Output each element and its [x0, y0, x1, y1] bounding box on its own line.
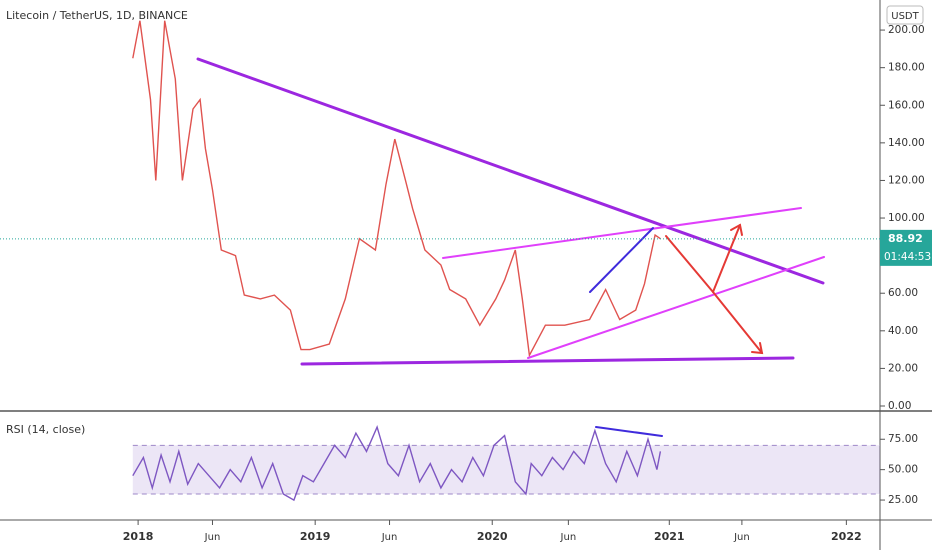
y-tick-label: 100.00: [888, 212, 925, 224]
price-pane: [132, 20, 661, 358]
series-line: [132, 425, 662, 502]
x-tick-label: 2020: [477, 530, 508, 543]
y-tick-label: 140.00: [888, 137, 925, 149]
x-tick-label: 2018: [123, 530, 154, 543]
y-tick-label: 120.00: [888, 174, 925, 186]
x-tick-label: Jun: [381, 532, 398, 543]
arrow-head: [730, 223, 743, 236]
rsi-band: [132, 445, 880, 494]
chart-title: Litecoin / TetherUS, 1D, BINANCE: [6, 9, 188, 22]
channel-top: [442, 207, 802, 259]
y-tick-label: 180.00: [888, 62, 925, 74]
series-line: [132, 20, 661, 358]
x-tick-label: 2021: [654, 530, 685, 543]
y-tick-label: 60.00: [888, 287, 918, 299]
x-tick-label: Jun: [560, 532, 577, 543]
channel-bottom: [527, 256, 825, 359]
rsi-divergence: [595, 426, 663, 437]
last-price: 88.92: [888, 232, 923, 245]
y-tick-label: 200.00: [888, 24, 925, 36]
currency-badge[interactable]: [886, 5, 924, 25]
x-tick-label: Jun: [204, 532, 221, 543]
drawings: [196, 57, 825, 437]
arrow-head: [751, 342, 764, 355]
y-tick-label: 25.00: [888, 494, 918, 506]
rsi-title: RSI (14, close): [6, 423, 85, 436]
y-tick-label: 20.00: [888, 362, 918, 374]
trend-line: [196, 57, 825, 285]
arrow-path: [712, 291, 763, 354]
x-tick-label: 2022: [831, 530, 862, 543]
y-tick-label: 75.00: [888, 433, 918, 445]
last-price-badge: [880, 229, 932, 266]
y-tick-label: 40.00: [888, 325, 918, 337]
y-tick-label: 160.00: [888, 99, 925, 111]
rsi-pane: [132, 425, 880, 502]
y-tick-label: 50.00: [888, 464, 918, 476]
y-tick-label: 0.00: [888, 400, 911, 412]
countdown: 01:44:53: [884, 251, 931, 263]
x-tick-label: Jun: [733, 532, 750, 543]
support-line: [300, 356, 795, 366]
currency: USDT: [891, 11, 919, 22]
x-tick-label: 2019: [300, 530, 331, 543]
